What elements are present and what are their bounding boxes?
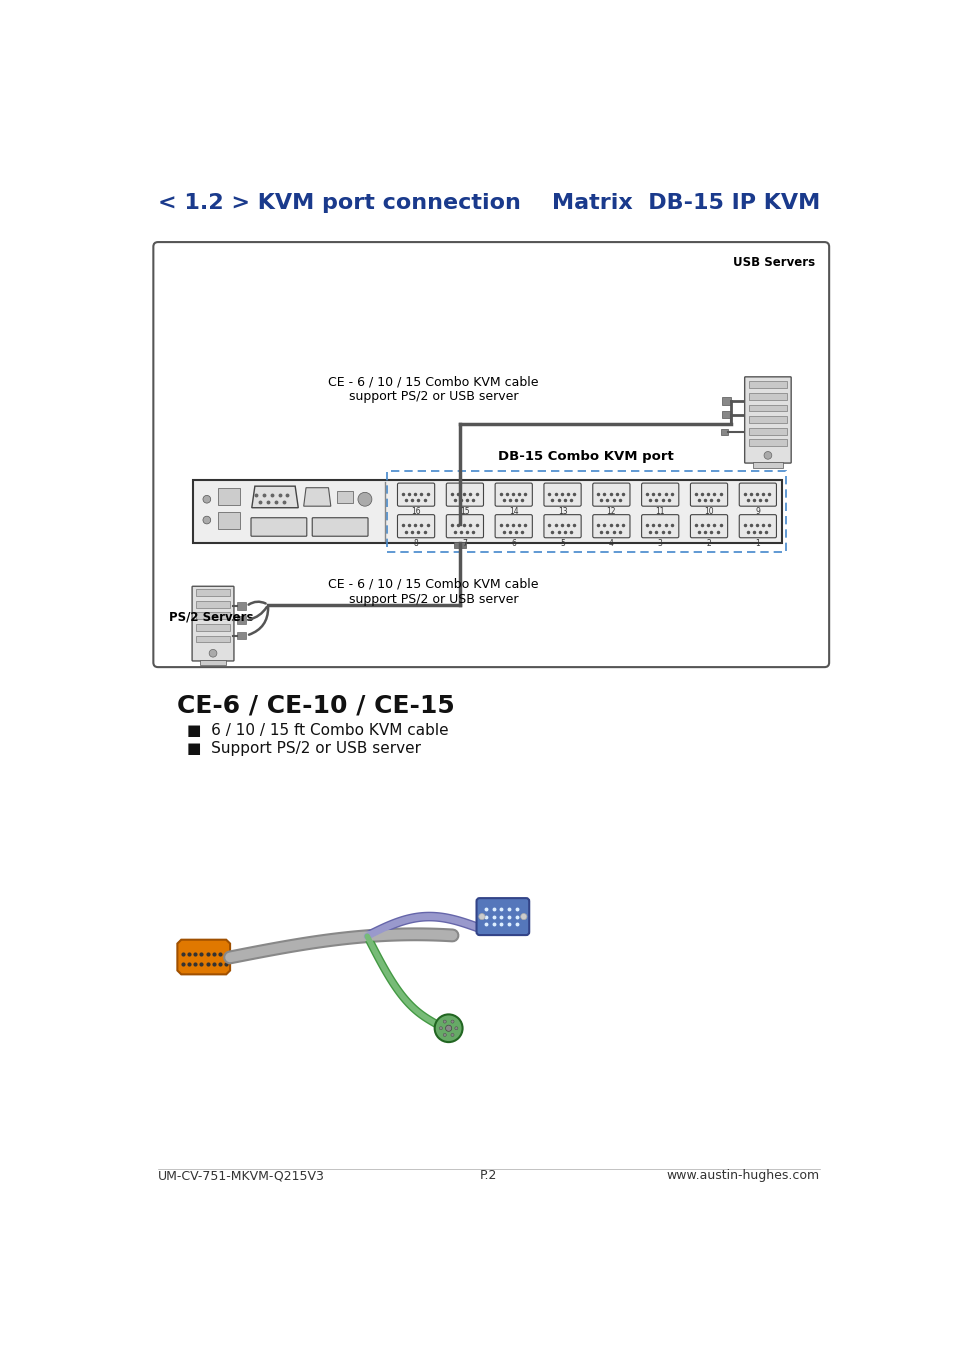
Bar [721, 410, 731, 418]
Text: 16: 16 [411, 508, 420, 516]
Bar [199, 660, 226, 664]
Bar [236, 602, 246, 610]
FancyBboxPatch shape [397, 483, 435, 506]
Text: USB Servers: USB Servers [732, 256, 815, 269]
Text: 3: 3 [657, 539, 662, 548]
Circle shape [357, 493, 372, 506]
Text: 9: 9 [755, 508, 760, 516]
Bar [195, 613, 230, 620]
Bar [748, 405, 785, 412]
Text: 6: 6 [511, 539, 516, 548]
Bar [195, 624, 230, 630]
FancyBboxPatch shape [446, 514, 483, 537]
Bar [236, 617, 246, 624]
Bar [386, 471, 785, 552]
Text: 13: 13 [558, 508, 567, 516]
Bar [748, 416, 785, 423]
Bar [195, 636, 230, 643]
FancyBboxPatch shape [592, 483, 629, 506]
FancyBboxPatch shape [312, 518, 368, 536]
Circle shape [451, 1033, 454, 1037]
Bar [218, 513, 240, 529]
Bar [748, 428, 785, 435]
Circle shape [478, 914, 484, 919]
Text: 14: 14 [508, 508, 518, 516]
FancyBboxPatch shape [641, 514, 679, 537]
Circle shape [455, 1027, 457, 1030]
FancyBboxPatch shape [744, 377, 790, 463]
Bar [748, 439, 785, 446]
Text: 4: 4 [608, 539, 613, 548]
FancyBboxPatch shape [543, 483, 580, 506]
FancyBboxPatch shape [739, 483, 776, 506]
Circle shape [763, 451, 771, 459]
Text: ■  6 / 10 / 15 ft Combo KVM cable: ■ 6 / 10 / 15 ft Combo KVM cable [187, 722, 448, 737]
Bar [720, 429, 728, 435]
Bar [721, 397, 731, 405]
FancyBboxPatch shape [690, 483, 727, 506]
FancyBboxPatch shape [397, 514, 435, 537]
Text: P.2: P.2 [479, 1169, 497, 1183]
Circle shape [443, 1033, 446, 1037]
Circle shape [203, 516, 211, 524]
FancyBboxPatch shape [495, 514, 532, 537]
Bar [193, 481, 781, 543]
Text: < 1.2 > KVM port connection: < 1.2 > KVM port connection [158, 193, 520, 213]
FancyBboxPatch shape [153, 242, 828, 667]
Circle shape [209, 649, 216, 657]
Text: DB-15 Combo KVM port: DB-15 Combo KVM port [497, 450, 674, 463]
Circle shape [445, 1025, 452, 1031]
Bar [753, 462, 781, 467]
Text: CE-6 / CE-10 / CE-15: CE-6 / CE-10 / CE-15 [177, 694, 455, 717]
Bar [195, 601, 230, 608]
Text: Matrix  DB-15 IP KVM: Matrix DB-15 IP KVM [551, 193, 819, 213]
Text: CE - 6 / 10 / 15 Combo KVM cable
support PS/2 or USB server: CE - 6 / 10 / 15 Combo KVM cable support… [328, 375, 538, 404]
FancyBboxPatch shape [495, 483, 532, 506]
FancyBboxPatch shape [739, 514, 776, 537]
Text: 12: 12 [606, 508, 616, 516]
Bar [195, 590, 230, 597]
Circle shape [443, 1021, 446, 1023]
Text: PS/2 Servers: PS/2 Servers [169, 612, 253, 624]
Text: 10: 10 [703, 508, 713, 516]
FancyBboxPatch shape [476, 898, 529, 936]
FancyBboxPatch shape [592, 514, 629, 537]
Circle shape [451, 1021, 454, 1023]
Bar [336, 491, 353, 504]
Text: 11: 11 [655, 508, 664, 516]
FancyBboxPatch shape [192, 586, 233, 662]
Polygon shape [303, 487, 331, 506]
Text: 5: 5 [559, 539, 564, 548]
Circle shape [520, 914, 526, 919]
Text: ■  Support PS/2 or USB server: ■ Support PS/2 or USB server [187, 741, 420, 756]
FancyBboxPatch shape [690, 514, 727, 537]
Text: www.austin-hughes.com: www.austin-hughes.com [666, 1169, 819, 1183]
Text: 1: 1 [755, 539, 760, 548]
Bar [748, 393, 785, 400]
Text: UM-CV-751-MKVM-Q215V3: UM-CV-751-MKVM-Q215V3 [158, 1169, 325, 1183]
Circle shape [439, 1027, 442, 1030]
Bar [748, 382, 785, 389]
Text: 8: 8 [414, 539, 418, 548]
FancyBboxPatch shape [543, 514, 580, 537]
Bar [454, 524, 466, 528]
FancyBboxPatch shape [251, 518, 307, 536]
Text: CE - 6 / 10 / 15 Combo KVM cable
support PS/2 or USB server: CE - 6 / 10 / 15 Combo KVM cable support… [328, 578, 538, 606]
FancyBboxPatch shape [446, 483, 483, 506]
Text: 7: 7 [462, 539, 467, 548]
Text: 2: 2 [706, 539, 711, 548]
Circle shape [435, 1014, 462, 1042]
Bar [236, 632, 246, 640]
Text: 15: 15 [459, 508, 469, 516]
FancyBboxPatch shape [641, 483, 679, 506]
Bar [454, 543, 466, 548]
Circle shape [203, 495, 211, 504]
Polygon shape [177, 940, 230, 975]
Bar [218, 487, 240, 505]
Polygon shape [252, 486, 298, 508]
